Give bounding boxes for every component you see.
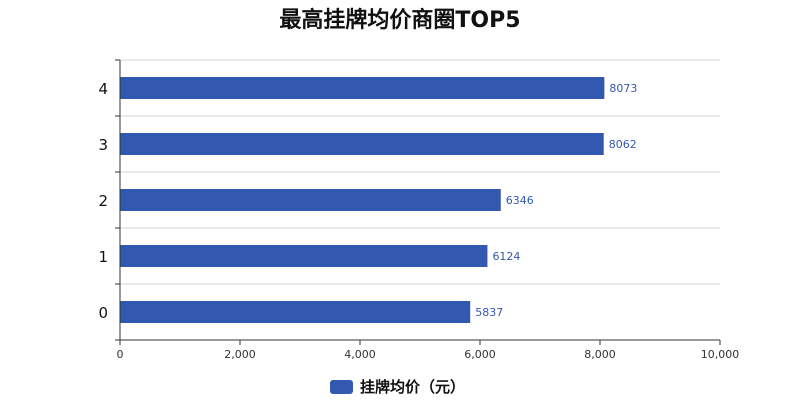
data-label: 6124 (492, 250, 520, 263)
y-tick-label: 0 (98, 304, 108, 322)
x-tick-label: 10,000 (701, 348, 740, 361)
bar[interactable] (120, 301, 471, 323)
legend-swatch (330, 380, 353, 394)
bar[interactable] (120, 245, 488, 267)
legend[interactable]: 挂牌均价（元） (330, 378, 465, 396)
x-tick-label: 8,000 (584, 348, 616, 361)
x-tick-label: 4,000 (344, 348, 376, 361)
axes: 0 1 2 3 4 0 2,000 4,000 6,000 8,000 10,000 (98, 59, 740, 361)
data-label: 5837 (475, 306, 503, 319)
bars (120, 77, 605, 323)
legend-label: 挂牌均价（元） (360, 378, 465, 396)
data-label: 8062 (609, 138, 637, 151)
y-tick-label: 1 (98, 248, 108, 266)
bar[interactable] (120, 189, 501, 211)
y-tick-label: 3 (98, 136, 108, 154)
gridlines (120, 59, 720, 285)
data-label: 6346 (506, 194, 534, 207)
data-label: 8073 (609, 82, 637, 95)
x-tick-label: 6,000 (464, 348, 496, 361)
y-tick-label: 2 (98, 192, 108, 210)
x-tick-label: 2,000 (224, 348, 256, 361)
bar[interactable] (120, 133, 604, 155)
data-labels: 5837 6124 6346 8062 8073 (475, 82, 637, 319)
y-tick-label: 4 (98, 80, 108, 98)
x-tick-label: 0 (117, 348, 124, 361)
bar[interactable] (120, 77, 605, 99)
chart-title: 最高挂牌均价商圈TOP5 (279, 7, 520, 33)
